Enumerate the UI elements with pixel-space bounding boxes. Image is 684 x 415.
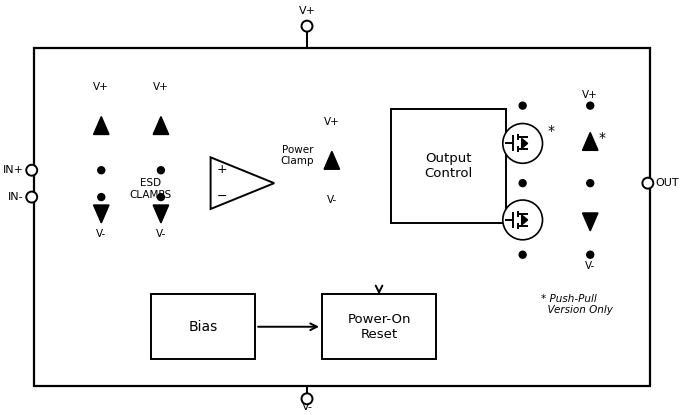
Polygon shape bbox=[583, 213, 598, 231]
Text: V-: V- bbox=[585, 261, 595, 271]
Text: IN-: IN- bbox=[8, 192, 24, 202]
Polygon shape bbox=[153, 117, 169, 134]
Polygon shape bbox=[211, 157, 274, 209]
Circle shape bbox=[642, 178, 653, 189]
Polygon shape bbox=[324, 151, 339, 169]
Circle shape bbox=[302, 393, 313, 404]
Circle shape bbox=[26, 165, 37, 176]
Circle shape bbox=[302, 21, 313, 32]
Polygon shape bbox=[522, 215, 527, 225]
Text: Bias: Bias bbox=[189, 320, 218, 334]
Circle shape bbox=[157, 193, 164, 200]
Text: V+: V+ bbox=[324, 117, 340, 127]
Circle shape bbox=[587, 102, 594, 109]
Bar bbox=[391, 109, 505, 223]
Text: OUT: OUT bbox=[656, 178, 679, 188]
Text: Power
Clamp: Power Clamp bbox=[280, 144, 314, 166]
Circle shape bbox=[26, 192, 37, 203]
Text: *: * bbox=[598, 132, 605, 145]
Circle shape bbox=[157, 167, 164, 174]
Polygon shape bbox=[522, 139, 527, 149]
Bar bbox=[151, 295, 255, 359]
Polygon shape bbox=[94, 117, 109, 134]
Text: V-: V- bbox=[302, 402, 313, 412]
Text: +: + bbox=[217, 163, 227, 176]
Text: −: − bbox=[217, 190, 227, 203]
Text: Power-On
Reset: Power-On Reset bbox=[347, 313, 411, 341]
Circle shape bbox=[587, 180, 594, 187]
Text: IN+: IN+ bbox=[3, 165, 24, 175]
Polygon shape bbox=[94, 205, 109, 223]
Circle shape bbox=[98, 193, 105, 200]
Polygon shape bbox=[583, 132, 598, 150]
Text: Output
Control: Output Control bbox=[425, 152, 473, 180]
Bar bbox=[34, 48, 650, 386]
Text: V-: V- bbox=[327, 195, 337, 205]
Circle shape bbox=[98, 167, 105, 174]
Circle shape bbox=[503, 124, 542, 163]
Circle shape bbox=[587, 251, 594, 258]
Text: ESD
CLAMPS: ESD CLAMPS bbox=[130, 178, 172, 200]
Circle shape bbox=[519, 251, 526, 258]
Polygon shape bbox=[153, 205, 169, 223]
Text: V-: V- bbox=[156, 229, 166, 239]
Text: V+: V+ bbox=[582, 90, 598, 100]
Text: *: * bbox=[547, 124, 555, 139]
Text: V+: V+ bbox=[94, 82, 109, 92]
Text: * Push-Pull
  Version Only: * Push-Pull Version Only bbox=[540, 293, 612, 315]
Bar bbox=[322, 295, 436, 359]
Circle shape bbox=[503, 200, 542, 240]
Circle shape bbox=[519, 180, 526, 187]
Text: V+: V+ bbox=[298, 6, 315, 16]
Text: V+: V+ bbox=[153, 82, 169, 92]
Text: V-: V- bbox=[96, 229, 107, 239]
Circle shape bbox=[519, 102, 526, 109]
